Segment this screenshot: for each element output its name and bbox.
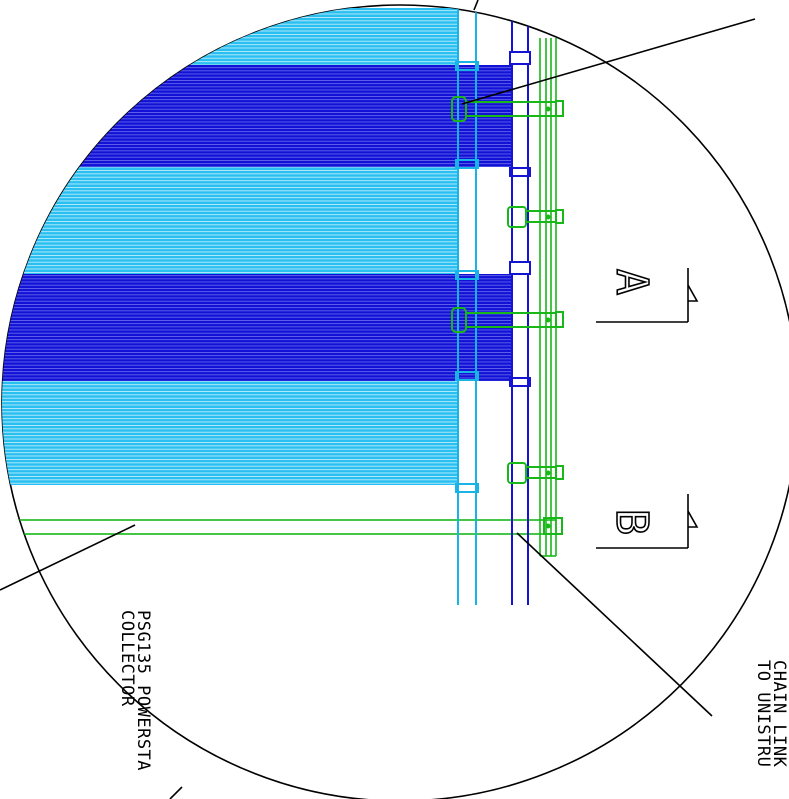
clamp-dots xyxy=(545,106,551,529)
section-marker-b xyxy=(596,494,699,549)
cyan-frame xyxy=(455,5,479,605)
collector-label-line2: COLLECTOR xyxy=(117,610,137,707)
blue-frame xyxy=(509,5,531,605)
clipped-content xyxy=(2,5,564,605)
tube-band-cyan-1 xyxy=(2,8,458,65)
green-clamps xyxy=(451,96,564,535)
collector-label-line1: PSG135 POWERSTA xyxy=(133,610,153,771)
chain-label-line2: TO UNISTRU xyxy=(753,660,773,767)
tube-band-blue-2 xyxy=(2,274,512,381)
green-channel xyxy=(539,38,557,557)
section-letter-b: B xyxy=(606,509,657,536)
tube-band-blue-1 xyxy=(2,65,512,167)
leader-lines xyxy=(0,0,756,799)
chain-label-line1: CHAIN LINK xyxy=(769,660,789,768)
tube-band-cyan-2 xyxy=(2,167,458,274)
section-letter-a: A xyxy=(606,269,657,296)
section-marker-a xyxy=(596,268,699,323)
tube-band-cyan-3 xyxy=(2,381,458,485)
